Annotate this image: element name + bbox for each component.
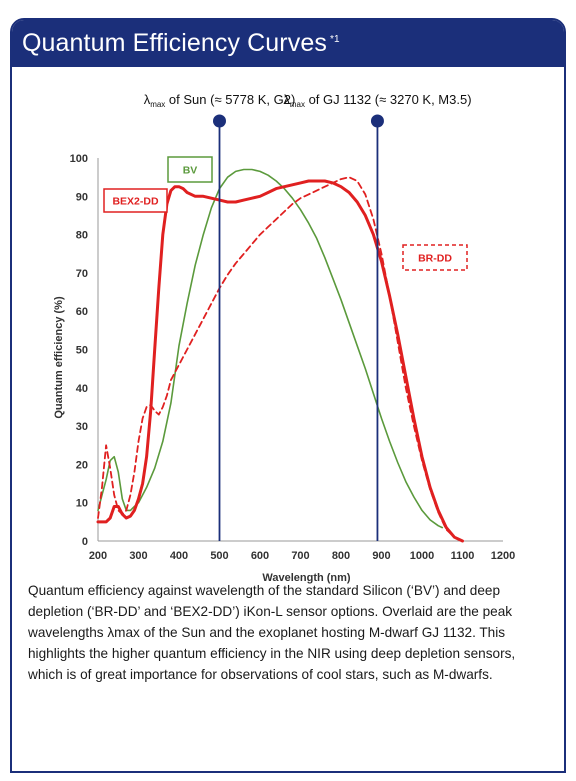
x-tick-label: 400 [170,550,188,562]
y-tick-label: 50 [76,345,88,357]
y-tick-label: 30 [76,421,88,433]
y-tick-label: 70 [76,268,88,280]
series-label-box [402,244,468,271]
y-axis-label: Quantum efficiency (%) [53,296,65,419]
lambda-max-label-1: λmax of Sun (≈ 5778 K, G2) [144,92,296,109]
lambda-max-label-2: λmax of GJ 1132 (≈ 3270 K, M3.5) [283,92,471,109]
series-line-bex2-dd [96,179,464,543]
x-axis-label: Wavelength (nm) [262,572,351,584]
title-text: Quantum Efficiency Curves [22,29,327,57]
series-label-text: BV [183,165,198,177]
title-footnote-marker: *1 [329,33,340,45]
series-label-box [103,188,168,213]
series-line-br-dd [97,176,464,542]
lambda-max-marker-dot-1 [213,114,226,128]
y-tick-label: 80 [76,230,88,242]
series-line-bv [97,168,444,529]
y-tick-label: 90 [76,191,88,203]
y-tick-label: 60 [76,306,88,318]
lambda-max-marker-dot-2 [370,114,384,128]
x-tick-label: 1000 [410,550,434,562]
x-tick-label: 700 [291,550,309,562]
series-label-text: BEX2-DD [112,196,159,208]
x-tick-label: 800 [332,550,350,562]
x-tick-label: 1100 [451,550,475,562]
y-tick-label: 20 [76,459,88,471]
card-header: Quantum Efficiency Curves *1 [12,20,564,67]
x-tick-label: 900 [372,550,390,562]
y-tick-label: 10 [76,498,88,510]
x-tick-label: 1200 [491,550,515,562]
x-tick-label: 500 [210,550,228,562]
figure-caption: Quantum efficiency against wavelength of… [28,583,516,682]
y-tick-label: 100 [70,153,88,165]
y-tick-label: 0 [82,536,88,548]
x-tick-label: 600 [251,550,269,562]
quantum-efficiency-chart: 0 10 20 30 40 50 60 70 80 90 100 200 300 400 500 600 700… [53,92,515,584]
series-label-box [167,156,213,183]
series-label-text: BR-DD [418,253,452,265]
info-card: Quantum Efficiency Curves *1 [10,18,566,773]
x-tick-label: 200 [89,550,107,562]
x-tick-label: 300 [129,550,147,562]
y-tick-label: 40 [76,383,88,395]
page-title: Quantum Efficiency Curves *1 [22,29,340,58]
